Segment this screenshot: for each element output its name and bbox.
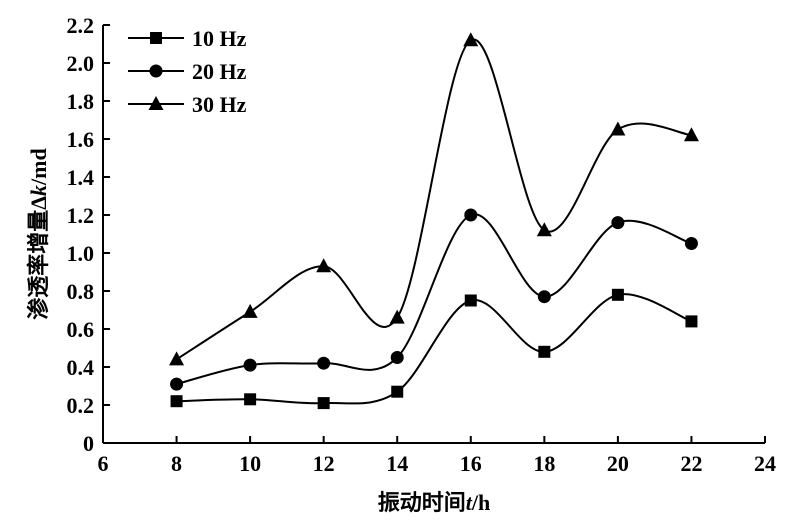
y-axis-title-unit: /md (26, 148, 51, 186)
legend-marker (150, 32, 162, 44)
series-30hz-point (610, 121, 626, 136)
x-ticks: 6 8 10 12 14 16 18 20 22 24 (98, 436, 776, 476)
x-tick-label: 6 (98, 451, 109, 476)
series-20hz-point (317, 356, 331, 370)
legend-label: 10 Hz (192, 26, 247, 51)
y-ticks: 0 0.2 0.4 0.6 0.8 1.0 1.2 1.4 1.6 1.8 2.0 2.2 (67, 13, 110, 456)
x-tick-label: 22 (680, 451, 702, 476)
series-30hz-point (169, 351, 185, 366)
series-30hz-point (683, 127, 699, 142)
y-axis-title-var: k (26, 185, 51, 196)
x-axis-title-var: t (466, 490, 473, 515)
series-30hz-point (389, 309, 405, 324)
series-10hz-point (317, 397, 330, 410)
x-tick-label: 10 (239, 451, 261, 476)
legend-label: 20 Hz (192, 59, 247, 84)
series-10hz-point (391, 385, 404, 398)
series-30hz-point (536, 222, 552, 237)
y-tick-label: 1.6 (67, 127, 95, 152)
y-tick-label: 0.4 (67, 355, 95, 380)
series-20hz-point (390, 351, 404, 364)
y-tick-label: 2.0 (67, 51, 95, 76)
series-30hz-point (316, 258, 332, 273)
y-axis-title-text: 渗透率增量Δ (26, 196, 51, 320)
x-tick-label: 16 (460, 451, 482, 476)
y-tick-label: 0 (83, 431, 94, 456)
x-tick-label: 24 (754, 451, 776, 476)
series-20hz-point (537, 290, 551, 304)
series-20hz-point (170, 377, 184, 391)
series-10hz-point (244, 393, 257, 406)
y-tick-label: 2.2 (67, 13, 95, 38)
y-tick-label: 1.2 (67, 203, 95, 228)
series-10hz-point (170, 395, 183, 408)
legend-label: 30 Hz (192, 92, 247, 117)
y-tick-label: 0.8 (67, 279, 95, 304)
series-20hz-point (684, 237, 698, 250)
series-30hz-point (242, 303, 258, 318)
legend-marker (149, 64, 163, 78)
series-20hz-line (176, 213, 692, 386)
y-tick-label: 1.0 (67, 241, 95, 266)
series-10hz-point (464, 294, 477, 307)
y-tick-label: 1.4 (67, 165, 95, 190)
y-tick-label: 0.6 (67, 317, 95, 342)
x-tick-label: 12 (313, 451, 335, 476)
series-10hz-point (685, 315, 698, 328)
y-tick-label: 1.8 (67, 89, 95, 114)
legend: 10 Hz 20 Hz 30 Hz (128, 26, 247, 117)
axes (102, 25, 765, 444)
series-30hz-line (176, 38, 692, 361)
x-tick-label: 20 (607, 451, 629, 476)
series-20hz-point (611, 216, 625, 230)
series-20hz-point (243, 358, 257, 372)
series-10hz-point (611, 288, 624, 301)
series-10hz-point (538, 345, 551, 358)
series-curves (176, 38, 692, 405)
x-axis-title-unit: /h (471, 490, 490, 515)
series-20hz-point (464, 208, 478, 222)
series-30hz-point (463, 32, 479, 47)
legend-marker (148, 96, 164, 110)
series-markers (169, 32, 699, 410)
x-tick-label: 18 (533, 451, 555, 476)
y-tick-label: 0.2 (67, 393, 95, 418)
x-tick-label: 14 (386, 451, 408, 476)
x-tick-label: 8 (171, 451, 182, 476)
x-axis-title-text: 振动时间 (378, 490, 466, 515)
x-axis-title: 振动时间t/h (378, 490, 491, 515)
y-axis-title: 渗透率增量Δk/md (26, 148, 51, 319)
series-10hz-line (176, 293, 692, 405)
